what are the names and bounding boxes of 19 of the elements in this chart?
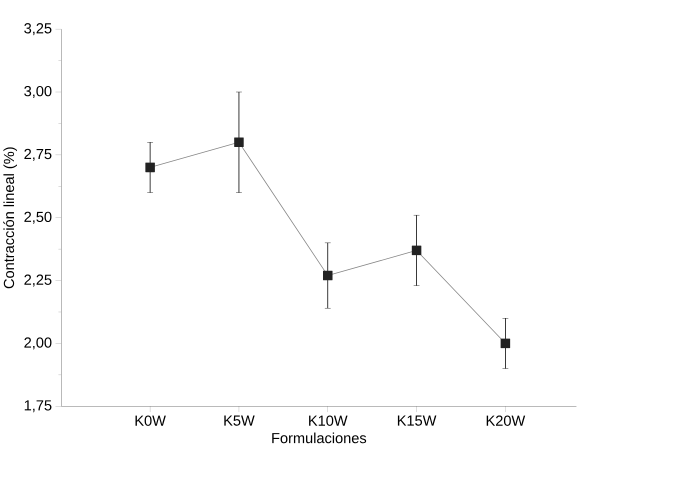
y-tick-label: 2,75 — [24, 148, 52, 162]
x-tick-label: K10W — [309, 416, 348, 426]
point — [500, 338, 510, 348]
x-tick-label: K15W — [398, 416, 436, 426]
point — [234, 138, 244, 148]
y-tick-label: 3,25 — [24, 23, 52, 36]
x-axis-title: Formulaciones — [272, 432, 366, 444]
x-tick-label: K5W — [224, 416, 255, 426]
x-tick-label: K0W — [136, 416, 166, 426]
point — [145, 162, 155, 172]
y-axis-title: Contracción lineal (%) — [3, 147, 17, 288]
y-tick-label: 2,00 — [24, 338, 52, 350]
y-tick-label: 1,75 — [24, 400, 52, 412]
point — [412, 246, 422, 256]
y-tick-label: 3,00 — [24, 86, 52, 98]
x-tick-label: K20W — [486, 416, 526, 426]
point — [322, 270, 333, 280]
y-tick-label: 2,25 — [24, 274, 52, 287]
y-tick-label: 2,50 — [24, 212, 52, 224]
